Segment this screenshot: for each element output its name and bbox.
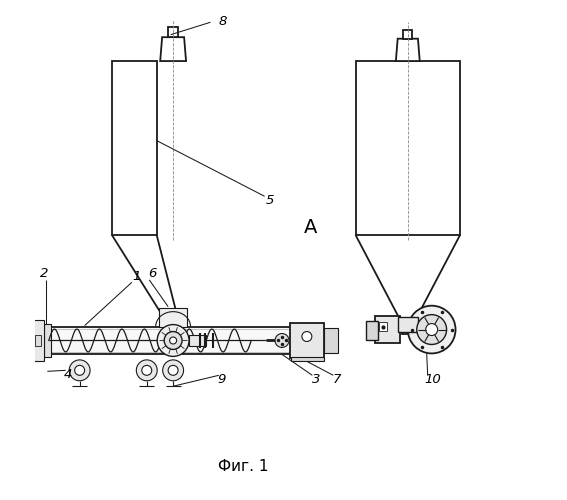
Text: 6: 6	[149, 268, 157, 280]
Circle shape	[426, 324, 438, 336]
Text: 1: 1	[133, 270, 141, 283]
Bar	[291, 357, 324, 362]
Bar	[112, 61, 156, 235]
Text: Фиг. 1: Фиг. 1	[218, 459, 269, 474]
Bar	[403, 30, 412, 38]
Polygon shape	[396, 38, 420, 61]
Circle shape	[157, 324, 189, 356]
Bar	[379, 322, 387, 330]
Circle shape	[164, 332, 182, 349]
Bar	[44, 324, 51, 358]
Bar	[290, 322, 324, 358]
Bar	[168, 27, 178, 37]
Bar	[356, 61, 460, 235]
Bar	[398, 317, 418, 332]
Circle shape	[142, 366, 152, 376]
Text: 7: 7	[333, 373, 341, 386]
Text: 3: 3	[312, 373, 320, 386]
Circle shape	[168, 366, 178, 376]
Circle shape	[170, 337, 176, 344]
Text: A: A	[304, 218, 318, 237]
Bar	[324, 328, 338, 353]
Text: 2: 2	[40, 268, 48, 280]
Circle shape	[136, 360, 157, 381]
Circle shape	[69, 360, 90, 381]
Bar	[375, 316, 400, 344]
Circle shape	[302, 332, 312, 342]
Bar	[401, 323, 414, 334]
Text: 9: 9	[217, 373, 226, 386]
Text: 5: 5	[265, 194, 274, 207]
Bar	[35, 334, 41, 346]
Bar	[159, 308, 187, 326]
Polygon shape	[160, 37, 186, 61]
Circle shape	[163, 360, 184, 381]
Circle shape	[275, 334, 289, 347]
Bar	[189, 334, 206, 346]
Bar	[167, 323, 179, 334]
Bar	[44, 326, 306, 354]
Text: 4: 4	[64, 368, 73, 381]
Circle shape	[75, 366, 84, 376]
Text: 10: 10	[424, 373, 441, 386]
Bar	[33, 320, 44, 362]
Circle shape	[417, 314, 447, 344]
Text: 8: 8	[219, 15, 227, 28]
Bar	[366, 320, 378, 340]
Circle shape	[408, 306, 455, 354]
